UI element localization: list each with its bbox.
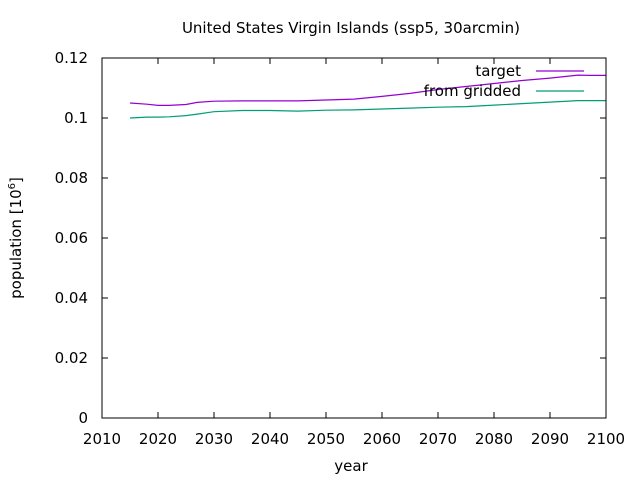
x-tick-label: 2090 — [531, 430, 569, 448]
x-tick-label: 2040 — [251, 430, 289, 448]
series-line-target — [129, 74, 606, 106]
legend-label-from-gridded: from gridded — [424, 82, 521, 100]
x-tick-label: 2080 — [475, 430, 513, 448]
x-tick-label: 2030 — [195, 430, 233, 448]
series-line-from-gridded — [129, 100, 606, 119]
y-tick-label: 0.08 — [55, 169, 88, 187]
y-tick-label: 0.06 — [55, 229, 88, 247]
x-tick-label: 2060 — [363, 430, 401, 448]
x-tick-label: 2010 — [83, 430, 121, 448]
y-tick-label: 0.12 — [55, 49, 88, 67]
x-tick-label: 2020 — [139, 430, 177, 448]
plot-frame — [101, 57, 607, 419]
y-tick-label: 0.04 — [55, 289, 88, 307]
legend-label-target: target — [475, 62, 521, 80]
legend: target from gridded — [424, 62, 584, 100]
chart-title: United States Virgin Islands (ssp5, 30ar… — [182, 19, 520, 37]
y-tick-label: 0.1 — [64, 109, 88, 127]
x-tick-label: 2050 — [307, 430, 345, 448]
x-tick-label: 2100 — [587, 430, 625, 448]
y-tick-label: 0 — [78, 409, 88, 427]
axis-ticks: 2010 2020 2030 2040 2050 2060 2070 2080 2090 2100… — [55, 49, 626, 448]
plot-lines — [129, 74, 606, 119]
x-tick-label: 2070 — [419, 430, 457, 448]
y-tick-label: 0.02 — [55, 349, 88, 367]
x-axis-label: year — [334, 457, 368, 475]
y-axis-label: population [106] — [7, 177, 25, 299]
